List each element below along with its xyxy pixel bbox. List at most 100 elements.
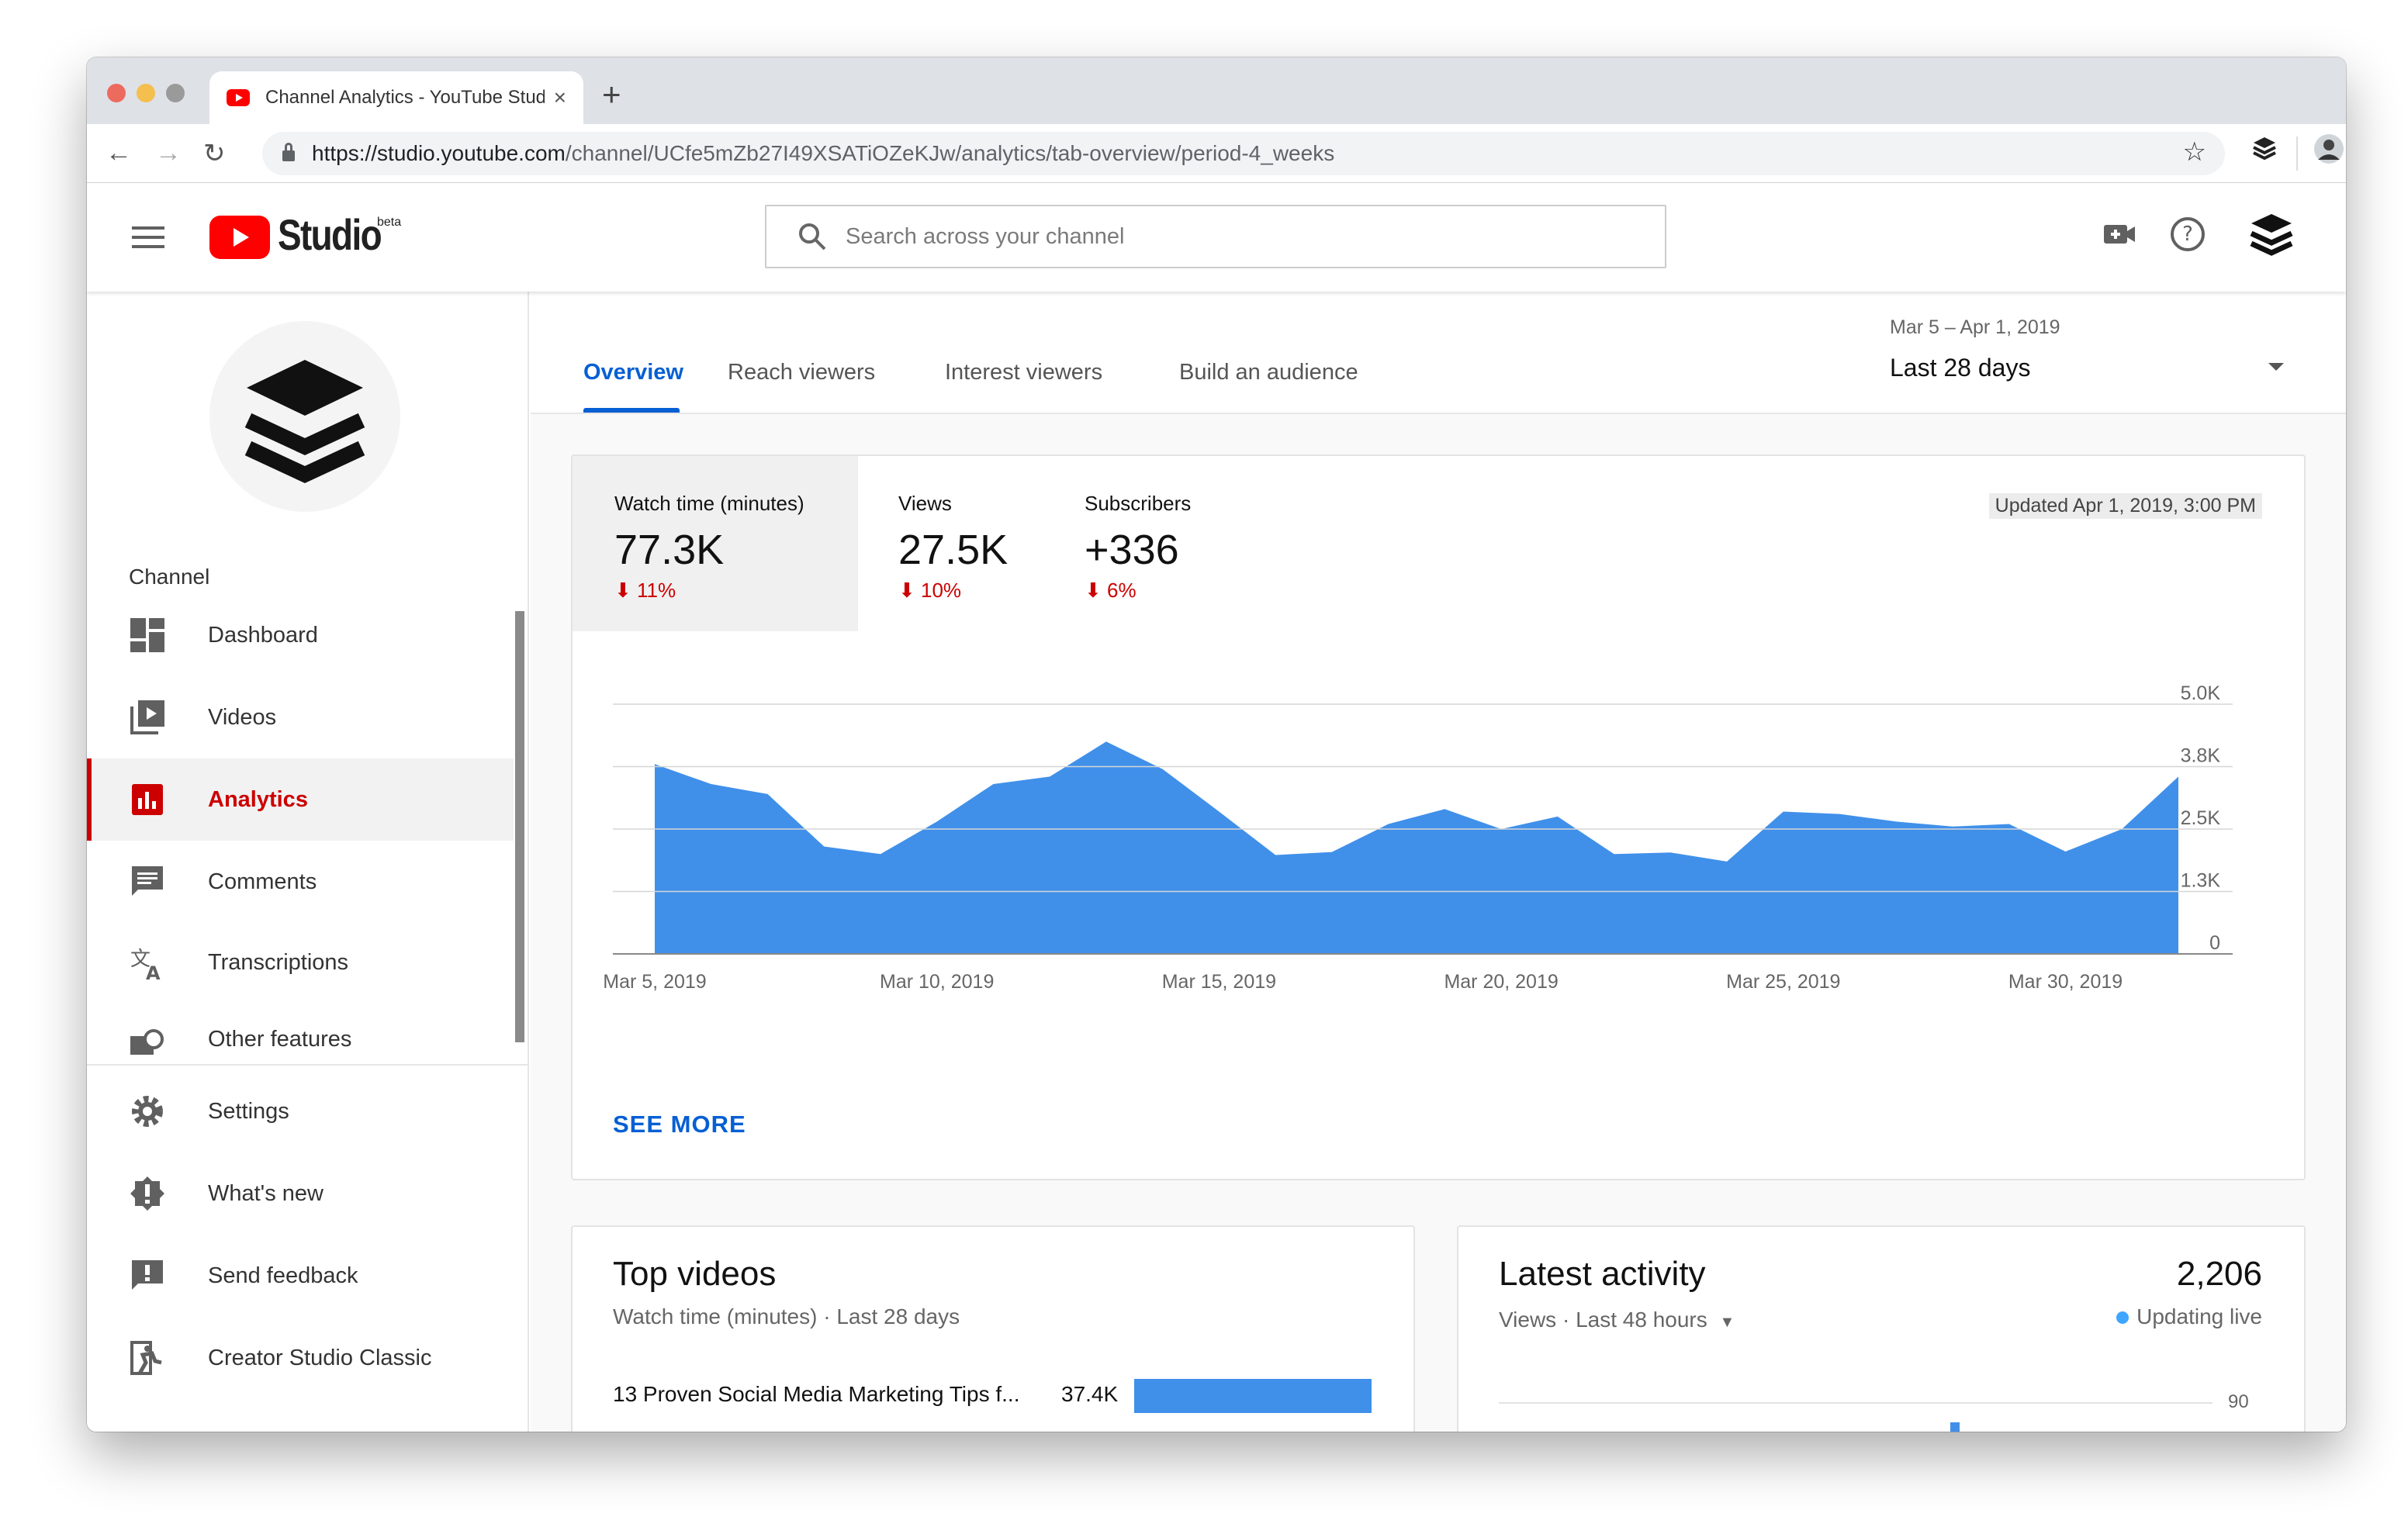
- gear-icon: [132, 1096, 163, 1127]
- chart-x-tick-label: Mar 30, 2019: [2008, 971, 2123, 993]
- maximize-window-button[interactable]: [166, 84, 185, 102]
- url-text: https://studio.youtube.com/channel/UCfe5…: [312, 141, 1335, 165]
- address-bar[interactable]: https://studio.youtube.com/channel/UCfe5…: [262, 132, 2225, 175]
- sidebar-item-comments[interactable]: Comments: [87, 841, 514, 923]
- sidebar-item-whats-new[interactable]: What's new: [87, 1152, 514, 1235]
- sidebar-item-send-feedback[interactable]: Send feedback: [87, 1235, 514, 1317]
- sidebar-item-label: Send feedback: [208, 1263, 358, 1288]
- svg-text:A: A: [146, 962, 161, 981]
- top-videos-title: Top videos: [613, 1255, 777, 1293]
- tab-reach-viewers[interactable]: Reach viewers: [728, 360, 876, 385]
- metric-name: Watch time (minutes): [614, 492, 804, 515]
- channel-avatar[interactable]: [209, 321, 400, 512]
- metric-views[interactable]: Views 27.5K ⬇ 10%: [858, 456, 1044, 631]
- sidebar-scrollbar[interactable]: [515, 611, 524, 1042]
- chart-x-tick-label: Mar 20, 2019: [1444, 971, 1558, 993]
- top-video-row[interactable]: 13 Proven Social Media Marketing Tips f.…: [613, 1379, 1389, 1413]
- top-videos-card: Top videos Watch time (minutes) · Last 2…: [571, 1225, 1415, 1432]
- search-input[interactable]: Search across your channel: [765, 205, 1666, 268]
- menu-icon[interactable]: [132, 226, 164, 254]
- sidebar-item-label: Videos: [208, 704, 277, 730]
- chart-y-tick-label: 5.0K: [2181, 682, 2221, 704]
- updated-timestamp: Updated Apr 1, 2019, 3:00 PM: [1988, 493, 2262, 519]
- svg-text:?: ?: [2182, 223, 2193, 246]
- top-videos-subtitle: Watch time (minutes) · Last 28 days: [613, 1304, 960, 1328]
- arrow-down-icon: ⬇: [614, 579, 638, 602]
- browser-tab[interactable]: Channel Analytics - YouTube Studio ×: [209, 71, 583, 124]
- minimize-window-button[interactable]: [137, 84, 155, 102]
- browser-tabbar: Channel Analytics - YouTube Studio × +: [87, 57, 2346, 124]
- tab-build-an-audience[interactable]: Build an audience: [1179, 360, 1358, 385]
- activity-axis-label: 90: [2228, 1391, 2249, 1412]
- sidebar-item-settings[interactable]: Settings: [87, 1070, 514, 1152]
- sidebar-item-label: What's new: [208, 1180, 323, 1206]
- live-dot-icon: [2116, 1311, 2129, 1324]
- sidebar-item-label: Settings: [208, 1098, 289, 1124]
- date-range-text[interactable]: Mar 5 – Apr 1, 2019: [1890, 316, 2060, 338]
- lock-icon: [282, 143, 295, 161]
- see-more-button[interactable]: SEE MORE: [613, 1111, 746, 1138]
- sidebar-item-label: Dashboard: [208, 622, 318, 648]
- sidebar-item-dashboard[interactable]: Dashboard: [87, 594, 514, 676]
- close-window-button[interactable]: [107, 84, 126, 102]
- tab-overview[interactable]: Overview: [583, 360, 683, 385]
- caret-down-icon: ▼: [1719, 1314, 1735, 1331]
- date-period-select[interactable]: Last 28 days: [1890, 354, 2031, 382]
- toolbar-divider: [2296, 136, 2298, 171]
- chart-y-tick-label: 2.5K: [2181, 807, 2221, 829]
- forward-icon[interactable]: →: [155, 138, 182, 168]
- analytics-tabs: Overview Reach viewers Interest viewers …: [531, 292, 2346, 414]
- buffer-extension-icon[interactable]: [2251, 135, 2278, 161]
- metric-value: +336: [1085, 527, 1179, 573]
- latest-activity-count: 2,206: [2176, 1255, 2262, 1293]
- sidebar-divider: [87, 1064, 528, 1066]
- youtube-favicon-icon: [227, 89, 250, 106]
- live-status: Updating live: [2116, 1304, 2262, 1329]
- metric-name: Subscribers: [1085, 492, 1192, 515]
- metric-change: ⬇ 10%: [898, 579, 962, 602]
- sidebar-item-label: Other features: [208, 1027, 352, 1052]
- top-video-bar: [1134, 1379, 1372, 1413]
- latest-activity-period-select[interactable]: Views · Last 48 hours ▼: [1499, 1308, 1735, 1332]
- browser-window: Channel Analytics - YouTube Studio × + ←…: [87, 57, 2346, 1432]
- sidebar-item-label: Creator Studio Classic: [208, 1345, 432, 1370]
- profile-avatar[interactable]: [2313, 133, 2344, 164]
- bookmark-star-icon[interactable]: ☆: [2182, 137, 2206, 167]
- overview-card: Watch time (minutes) 77.3K ⬇ 11% Views 2…: [571, 454, 2306, 1180]
- sidebar: Channel Dashboard Videos Analytics Comme…: [87, 292, 529, 1432]
- metric-change: ⬇ 11%: [614, 579, 676, 602]
- activity-bar: [1950, 1422, 1960, 1432]
- sidebar-item-creator-studio-classic[interactable]: Creator Studio Classic: [87, 1317, 514, 1399]
- back-icon[interactable]: ←: [106, 138, 132, 168]
- whats-new-icon: [130, 1176, 164, 1211]
- sidebar-item-other-features[interactable]: Other features: [87, 1004, 514, 1064]
- search-icon: [799, 223, 826, 250]
- latest-activity-card: Latest activity 2,206 Views · Last 48 ho…: [1457, 1225, 2306, 1432]
- sidebar-item-videos[interactable]: Videos: [87, 676, 514, 758]
- channel-account-icon[interactable]: [2248, 211, 2295, 259]
- active-tab-indicator: [583, 408, 680, 413]
- sidebar-item-analytics[interactable]: Analytics: [87, 758, 514, 841]
- videos-icon: [130, 700, 164, 734]
- youtube-logo-icon[interactable]: [209, 216, 270, 259]
- new-tab-button[interactable]: +: [602, 76, 621, 112]
- exit-icon: [130, 1341, 162, 1375]
- chart-y-tick-label: 0: [2209, 932, 2220, 954]
- reload-icon[interactable]: ↻: [203, 139, 226, 168]
- watch-time-chart[interactable]: 0 1.3K 2.5K 3.8K 5.0K Mar 5, 2019 Mar 10, 2019…: [573, 631, 2304, 1089]
- studio-header: Studio beta Search across your channel ?: [87, 183, 2346, 292]
- chevron-down-icon[interactable]: [2268, 363, 2284, 371]
- sidebar-item-label: Transcriptions: [208, 949, 349, 975]
- help-icon[interactable]: ?: [2169, 216, 2206, 253]
- close-tab-icon[interactable]: ×: [553, 85, 566, 109]
- metric-subscribers[interactable]: Subscribers +336 ⬇ 6%: [1044, 456, 1230, 631]
- translate-icon: 文A: [130, 948, 161, 981]
- beta-label: beta: [377, 216, 402, 229]
- latest-activity-title: Latest activity: [1499, 1255, 1706, 1293]
- arrow-down-icon: ⬇: [898, 579, 922, 602]
- create-video-icon[interactable]: [2102, 219, 2136, 250]
- metric-watch-time[interactable]: Watch time (minutes) 77.3K ⬇ 11%: [573, 456, 858, 631]
- tab-interest-viewers[interactable]: Interest viewers: [945, 360, 1103, 385]
- svg-text:文: 文: [130, 948, 150, 971]
